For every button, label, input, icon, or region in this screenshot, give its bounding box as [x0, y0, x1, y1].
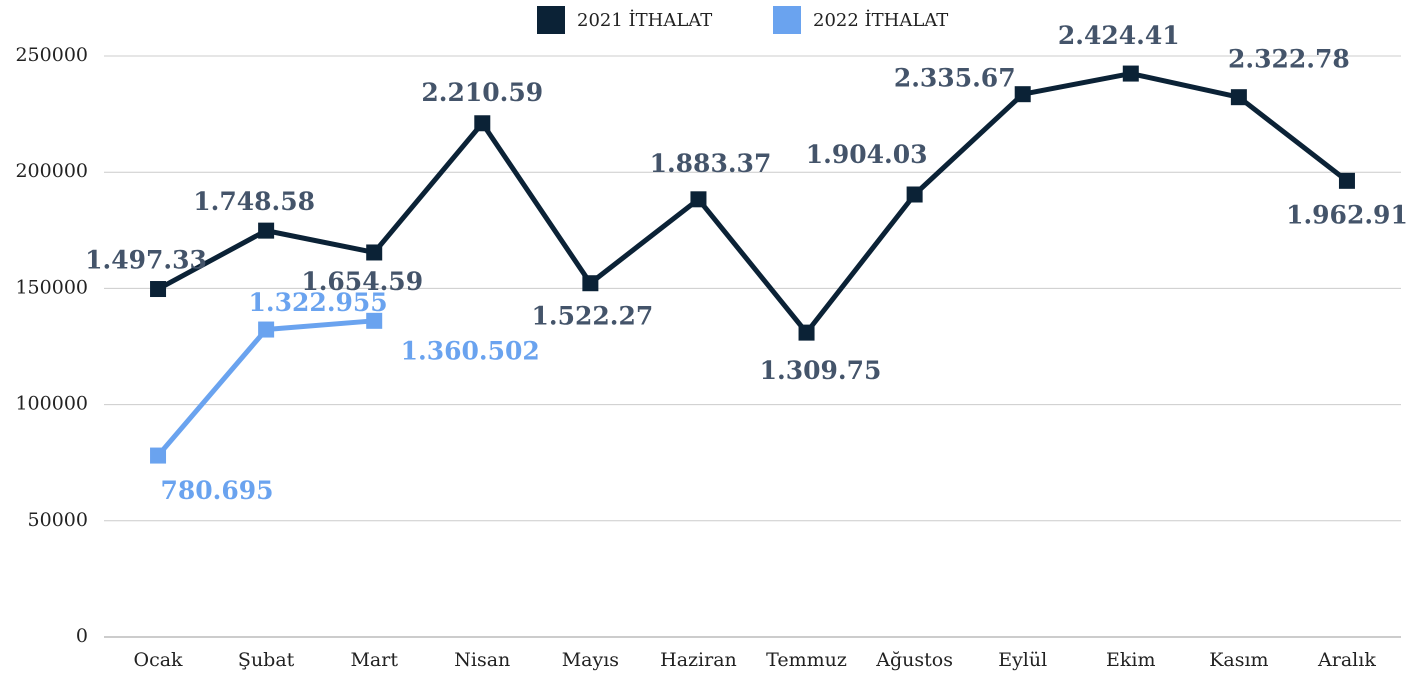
- data-label: 1.748.58: [193, 187, 315, 216]
- marker: [258, 222, 275, 239]
- x-tick-label: Nisan: [454, 649, 510, 671]
- marker: [150, 281, 167, 298]
- data-label: 2.335.67: [894, 64, 1016, 93]
- data-label: 1.654.59: [301, 267, 423, 296]
- data-label: 1.309.75: [760, 356, 882, 385]
- data-label: 1.497.33: [85, 246, 207, 275]
- marker: [366, 312, 383, 329]
- marker: [1338, 172, 1355, 189]
- legend-swatch: [773, 6, 801, 34]
- y-tick-label: 100000: [15, 393, 88, 415]
- data-label: 780.695: [161, 476, 274, 505]
- x-tick-label: Haziran: [660, 649, 737, 671]
- marker: [1014, 86, 1031, 103]
- x-tick-label: Mayıs: [562, 649, 619, 671]
- marker: [258, 321, 275, 338]
- y-tick-label: 0: [76, 625, 88, 647]
- marker: [582, 275, 599, 292]
- marker: [150, 447, 167, 464]
- marker: [690, 191, 707, 208]
- marker: [798, 324, 815, 341]
- legend-label: 2021 İTHALAT: [577, 8, 712, 31]
- data-label: 1.883.37: [650, 149, 772, 178]
- y-tick-label: 200000: [15, 160, 88, 182]
- data-label: 1.360.502: [401, 336, 540, 365]
- data-label: 1.522.27: [531, 302, 653, 331]
- marker: [1230, 89, 1247, 106]
- y-tick-label: 50000: [28, 509, 88, 531]
- y-tick-label: 150000: [15, 276, 88, 298]
- data-label: 2.210.59: [421, 78, 543, 107]
- data-label: 1.322.955: [249, 288, 388, 317]
- x-tick-label: Ekim: [1106, 649, 1155, 671]
- y-tick-label: 250000: [15, 44, 88, 66]
- series-line: [156, 318, 375, 458]
- marker: [366, 244, 383, 261]
- marker: [906, 186, 923, 203]
- marker: [1122, 65, 1139, 82]
- data-label: 2.424.41: [1058, 21, 1180, 50]
- series-line: [156, 71, 1349, 336]
- legend-label: 2022 İTHALAT: [813, 8, 948, 31]
- data-label: 1.962.91: [1286, 200, 1408, 229]
- x-tick-label: Ocak: [134, 649, 184, 671]
- x-tick-label: Kasım: [1209, 649, 1268, 671]
- legend-swatch: [537, 6, 565, 34]
- x-tick-label: Eylül: [998, 649, 1047, 671]
- data-label: 1.904.03: [806, 140, 928, 169]
- x-tick-label: Şubat: [238, 649, 295, 671]
- x-tick-label: Temmuz: [766, 649, 847, 671]
- data-label: 2.322.78: [1228, 45, 1350, 74]
- x-tick-label: Ağustos: [875, 649, 953, 671]
- x-tick-label: Aralık: [1317, 649, 1376, 671]
- marker: [474, 115, 491, 132]
- x-tick-label: Mart: [350, 649, 398, 671]
